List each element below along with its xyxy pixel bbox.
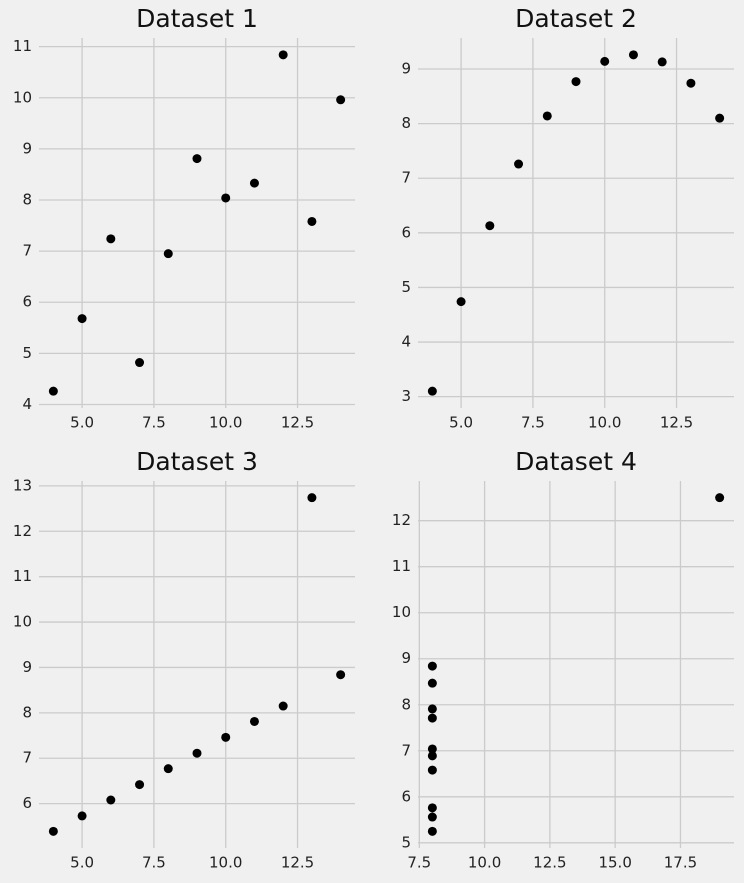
x-tick-label: 10.0 bbox=[588, 414, 621, 432]
point bbox=[77, 314, 87, 324]
point bbox=[163, 249, 173, 259]
y-tick-label: 5 bbox=[22, 344, 32, 362]
y-tick-label: 12 bbox=[13, 522, 32, 540]
x-tick-label: 15.0 bbox=[598, 854, 631, 872]
point bbox=[427, 744, 437, 754]
y-tick-label: 3 bbox=[401, 387, 411, 405]
point bbox=[427, 713, 437, 723]
x-tick-label: 12.5 bbox=[533, 854, 566, 872]
point bbox=[427, 803, 437, 813]
x-tick-label: 5.0 bbox=[70, 414, 94, 432]
point bbox=[221, 732, 231, 742]
x-tick-label: 12.5 bbox=[281, 854, 314, 872]
point bbox=[600, 56, 610, 66]
y-tick-label: 11 bbox=[13, 37, 32, 55]
y-tick-label: 9 bbox=[401, 649, 411, 667]
point bbox=[163, 764, 173, 774]
y-tick-label: 8 bbox=[22, 190, 32, 208]
x-tick-label: 17.5 bbox=[664, 854, 697, 872]
point bbox=[427, 812, 437, 822]
y-tick-label: 10 bbox=[392, 603, 411, 621]
point bbox=[48, 826, 58, 836]
point bbox=[106, 795, 116, 805]
chart-title: Dataset 1 bbox=[136, 4, 258, 33]
y-tick-label: 11 bbox=[13, 567, 32, 585]
point bbox=[48, 386, 58, 396]
point bbox=[427, 678, 437, 688]
point bbox=[571, 77, 581, 87]
y-tick-label: 7 bbox=[22, 749, 32, 767]
point bbox=[427, 386, 437, 396]
point bbox=[657, 57, 667, 67]
x-tick-label: 7.5 bbox=[142, 414, 166, 432]
x-tick-label: 7.5 bbox=[142, 854, 166, 872]
point bbox=[628, 50, 638, 60]
y-tick-label: 8 bbox=[401, 114, 411, 132]
y-tick-label: 12 bbox=[392, 511, 411, 529]
chart-title: Dataset 2 bbox=[515, 4, 637, 33]
point bbox=[307, 216, 317, 226]
point bbox=[192, 748, 202, 758]
y-tick-label: 4 bbox=[401, 333, 411, 351]
y-tick-label: 8 bbox=[22, 703, 32, 721]
y-tick-label: 6 bbox=[401, 787, 411, 805]
point bbox=[456, 297, 466, 307]
point bbox=[427, 826, 437, 836]
chart-title: Dataset 4 bbox=[515, 447, 637, 476]
x-tick-label: 7.5 bbox=[521, 414, 545, 432]
point bbox=[715, 113, 725, 123]
point bbox=[192, 154, 202, 164]
point bbox=[427, 765, 437, 775]
x-tick-label: 5.0 bbox=[449, 414, 473, 432]
point bbox=[514, 159, 524, 169]
chart-title: Dataset 3 bbox=[136, 447, 258, 476]
y-tick-label: 8 bbox=[401, 695, 411, 713]
point bbox=[336, 95, 346, 105]
point bbox=[249, 178, 259, 188]
point bbox=[106, 234, 116, 244]
x-tick-label: 10.0 bbox=[468, 854, 501, 872]
y-tick-label: 5 bbox=[401, 833, 411, 851]
point bbox=[221, 193, 231, 203]
y-tick-label: 13 bbox=[13, 476, 32, 494]
point bbox=[427, 661, 437, 671]
y-tick-label: 9 bbox=[22, 139, 32, 157]
y-tick-label: 6 bbox=[22, 794, 32, 812]
point bbox=[336, 670, 346, 680]
y-tick-label: 10 bbox=[13, 88, 32, 106]
point bbox=[715, 493, 725, 503]
point bbox=[135, 358, 145, 368]
point bbox=[686, 78, 696, 88]
y-tick-label: 6 bbox=[401, 223, 411, 241]
point bbox=[427, 751, 437, 761]
y-tick-label: 7 bbox=[22, 242, 32, 260]
point bbox=[278, 701, 288, 711]
y-tick-label: 9 bbox=[401, 60, 411, 78]
x-tick-label: 5.0 bbox=[70, 854, 94, 872]
x-tick-label: 7.5 bbox=[407, 854, 431, 872]
y-tick-label: 11 bbox=[392, 557, 411, 575]
x-tick-label: 12.5 bbox=[281, 414, 314, 432]
y-tick-label: 7 bbox=[401, 741, 411, 759]
point bbox=[77, 811, 87, 821]
x-tick-label: 10.0 bbox=[209, 854, 242, 872]
point bbox=[278, 50, 288, 60]
point bbox=[485, 221, 495, 231]
point bbox=[249, 716, 259, 726]
y-tick-label: 5 bbox=[401, 278, 411, 296]
point bbox=[427, 704, 437, 714]
point bbox=[307, 493, 317, 503]
point bbox=[135, 780, 145, 790]
x-tick-label: 10.0 bbox=[209, 414, 242, 432]
y-tick-label: 4 bbox=[22, 395, 32, 413]
y-tick-label: 10 bbox=[13, 613, 32, 631]
x-tick-label: 12.5 bbox=[660, 414, 693, 432]
y-tick-label: 7 bbox=[401, 169, 411, 187]
y-tick-label: 6 bbox=[22, 293, 32, 311]
point bbox=[542, 111, 552, 121]
y-tick-label: 9 bbox=[22, 658, 32, 676]
